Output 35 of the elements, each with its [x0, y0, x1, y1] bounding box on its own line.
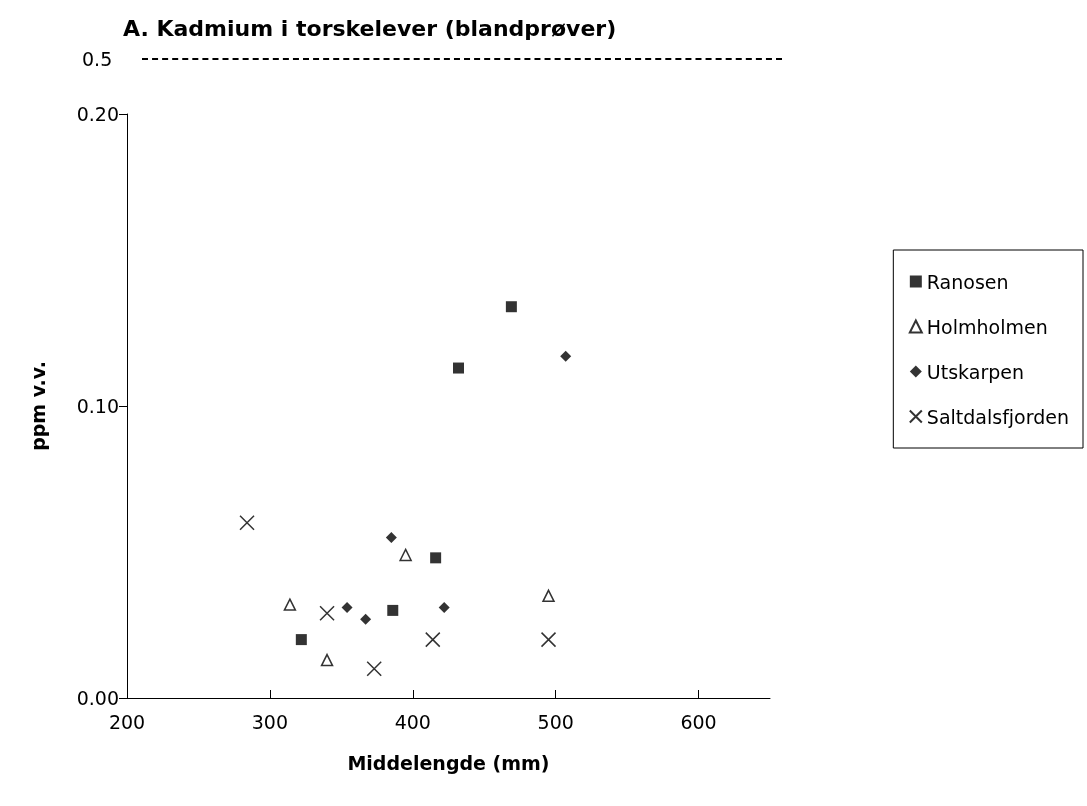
x-tick-label: 600 [680, 710, 717, 733]
y-tick-label: 0.20 [76, 103, 119, 125]
point [387, 604, 399, 616]
point [542, 589, 555, 603]
x-tick-label: 500 [537, 710, 574, 733]
y-tick-label: 0.00 [76, 687, 119, 709]
legend-label: Holmholmen [926, 315, 1048, 338]
legend-label: Ranosen [926, 270, 1009, 293]
x-tick-label: 200 [108, 710, 146, 733]
point [341, 601, 353, 613]
y-tick-label: 0.10 [76, 395, 119, 417]
point [360, 613, 372, 625]
point [399, 548, 412, 562]
point [438, 601, 450, 613]
x-axis-title: Middelengde (mm) [347, 751, 550, 774]
x-tick-label: 300 [251, 710, 289, 733]
x-tick-label: 400 [394, 710, 431, 733]
point [295, 634, 307, 646]
point [430, 552, 442, 564]
point [385, 531, 397, 543]
legend-label: Utskarpen [926, 360, 1024, 383]
point [319, 605, 335, 622]
legend-label: Saltdalsfjorden [926, 405, 1070, 428]
point [505, 301, 517, 313]
point [366, 661, 382, 677]
text: 0.5 [82, 48, 113, 70]
point [560, 350, 572, 362]
chart-title: A. Kadmium i torskelever (blandprøver) [123, 15, 617, 41]
point [425, 631, 441, 648]
point [540, 631, 557, 648]
point [453, 362, 464, 374]
point [239, 515, 255, 531]
point [320, 653, 334, 667]
y-axis-title: ppm v.v. [26, 361, 49, 451]
point [283, 598, 297, 611]
